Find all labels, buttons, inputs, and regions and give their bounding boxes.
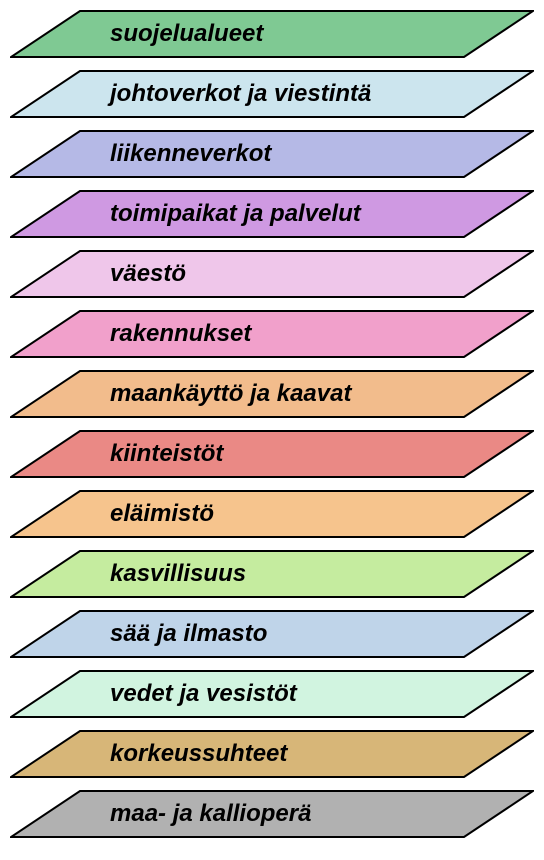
layer-shape xyxy=(10,550,534,598)
layer-4: väestö xyxy=(10,250,534,298)
layer-13: maa- ja kallioperä xyxy=(10,790,534,838)
layer-0: suojelualueet xyxy=(10,10,534,58)
layer-label: liikenneverkot xyxy=(110,140,271,168)
layer-label: sää ja ilmasto xyxy=(110,620,267,648)
layer-2: liikenneverkot xyxy=(10,130,534,178)
layer-shape xyxy=(10,490,534,538)
layer-label: johtoverkot ja viestintä xyxy=(110,80,371,108)
layer-1: johtoverkot ja viestintä xyxy=(10,70,534,118)
layer-shape xyxy=(10,250,534,298)
layer-label: kasvillisuus xyxy=(110,560,246,588)
layer-label: eläimistö xyxy=(110,500,214,528)
layer-10: sää ja ilmasto xyxy=(10,610,534,658)
layer-5: rakennukset xyxy=(10,310,534,358)
layer-label: maa- ja kallioperä xyxy=(110,800,311,828)
layer-shape xyxy=(10,610,534,658)
layer-6: maankäyttö ja kaavat xyxy=(10,370,534,418)
layer-9: kasvillisuus xyxy=(10,550,534,598)
layer-3: toimipaikat ja palvelut xyxy=(10,190,534,238)
layer-8: eläimistö xyxy=(10,490,534,538)
layer-label: kiinteistöt xyxy=(110,440,223,468)
layer-label: suojelualueet xyxy=(110,20,263,48)
layer-7: kiinteistöt xyxy=(10,430,534,478)
layer-label: rakennukset xyxy=(110,320,251,348)
layer-12: korkeussuhteet xyxy=(10,730,534,778)
layer-shape xyxy=(10,130,534,178)
layer-label: vedet ja vesistöt xyxy=(110,680,297,708)
layer-shape xyxy=(10,10,534,58)
layer-label: toimipaikat ja palvelut xyxy=(110,200,361,228)
layer-stack: suojelualueet johtoverkot ja viestintä lii… xyxy=(10,10,534,838)
layer-shape xyxy=(10,310,534,358)
layer-11: vedet ja vesistöt xyxy=(10,670,534,718)
layer-label: maankäyttö ja kaavat xyxy=(110,380,351,408)
layer-shape xyxy=(10,430,534,478)
layer-label: väestö xyxy=(110,260,186,288)
layer-label: korkeussuhteet xyxy=(110,740,287,768)
